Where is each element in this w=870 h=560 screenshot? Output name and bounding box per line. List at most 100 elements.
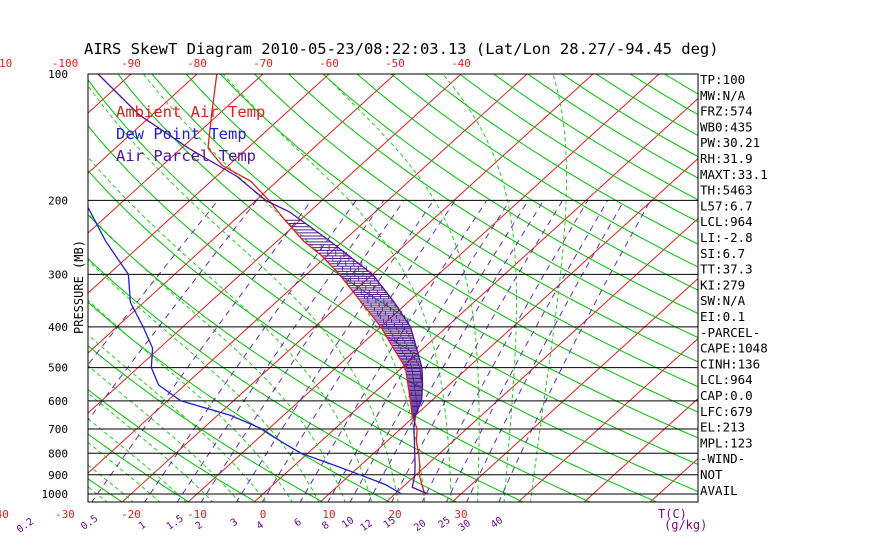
mixing-ratio-label: 3 [229,517,240,529]
index-entry: LCL:964 [700,372,753,387]
moist-adiabat-line [88,84,399,502]
isotherm-line [88,74,462,414]
bottom-temp-tick-label: -30 [55,508,75,521]
moist-adiabat-line [88,299,293,502]
top-temp-tick-label: -70 [253,57,273,70]
top-temperature-axis: -120-110-100-90-80-70-60-50-40 [0,57,471,70]
dry-adiabat-line [390,74,698,268]
dry-adiabat-line [88,78,698,492]
dry-adiabat-line [88,433,190,502]
dry-adiabat-line [356,74,698,291]
bottom-temp-tick-label: 30 [454,508,467,521]
top-temp-tick-label: -60 [319,57,339,70]
legend-entry: Air Parcel Temp [116,147,256,165]
index-entry: FRZ:574 [700,104,753,119]
dry-adiabat-line [322,74,698,315]
index-entry: TH:5463 [700,183,753,198]
dry-adiabat-line [88,257,458,502]
index-entry: -PARCEL- [700,325,760,340]
bottom-temp-tick-label: -10 [187,508,207,521]
isotherm-line [319,157,698,502]
index-entry: MW:N/A [700,88,746,103]
pressure-tick-label: 200 [48,194,68,207]
top-temp-tick-label: -110 [0,57,12,70]
moist-adiabat-line [143,74,426,502]
plot-frame [87,73,699,503]
dry-adiabat-line [117,74,698,465]
legend-entry: Dew Point Temp [116,125,247,143]
pressure-tick-label: 400 [48,321,68,334]
index-entry: EI:0.1 [700,309,745,324]
moist-adiabat-line [323,74,480,502]
index-entry: L57:6.7 [700,198,753,213]
index-entry: MAXT:33.1 [700,167,768,182]
index-entry: EL:213 [700,420,745,435]
dry-adiabat-line [288,74,698,339]
isotherm-line [121,74,594,502]
isotherm-line [583,397,698,502]
sounding-series [88,74,429,495]
bottom-temp-tick-label: -40 [0,508,9,521]
isotherm-lines [88,74,698,502]
index-entry: TP:100 [700,72,745,87]
index-entry: KI:279 [700,277,745,292]
mixing-ratio-label: 6 [293,517,304,529]
isotherm-line [451,277,698,502]
dry-adiabat-line [185,74,698,413]
moist-adiabat-lines [88,74,568,502]
moist-adiabat-line [88,156,373,502]
legend-entry: Ambient Air Temp [116,103,265,121]
pressure-tick-label: 500 [48,362,68,375]
index-entry: NOT [700,467,723,482]
parcel-line [97,74,429,495]
moist-adiabat-line [88,417,188,502]
pressure-tick-label: 1000 [42,488,69,501]
moist-adiabat-line [88,392,214,502]
dewpoint-line [88,206,402,495]
legend: Ambient Air Temp Dew Point Temp Air Parcel… [116,103,265,165]
index-entry: WB0:435 [700,119,753,134]
pressure-axis: 100 200 300 400 500 600 700 800 900 1000 [42,68,69,501]
ambient-line [207,74,426,495]
index-entry: SW:N/A [700,293,746,308]
mixing-ratio-label: 8 [320,520,331,532]
stability-indices: TP:100MW:N/AFRZ:574WB0:435PW:30.21RH:31.… [700,72,768,498]
index-entry: RH:31.9 [700,151,753,166]
dry-adiabat-line [88,125,659,502]
isotherm-line [88,74,198,174]
isotherm-line [88,74,330,294]
pressure-tick-label: 300 [48,268,68,281]
chart-title: AIRS SkewT Diagram 2010-05-23/08:22:03.1… [84,40,719,58]
isotherm-line [385,217,698,502]
mixing-ratio-label: 2 [194,520,205,532]
dry-adiabat-line [151,74,698,439]
top-temp-tick-label: -80 [187,57,207,70]
bottom-temp-tick-label: 0 [260,508,267,521]
mixing-ratio-label: 4 [255,520,266,532]
index-entry: CAP:0.0 [700,388,753,403]
moist-adiabat-line [442,74,517,502]
pressure-tick-label: 100 [48,68,68,81]
cape-hatch [285,219,423,422]
index-entry: MPL:123 [700,435,753,450]
bottom-temp-tick-label: -20 [121,508,141,521]
top-temp-tick-label: -40 [451,57,471,70]
index-entry: SI:6.7 [700,246,745,261]
top-temp-tick-label: -50 [385,57,405,70]
dry-adiabat-line [88,345,324,502]
index-entry: AVAIL [700,483,738,498]
moist-adiabat-line [529,74,568,502]
mixing-ratio-label: 1 [137,520,148,532]
index-entry: PW:30.21 [700,135,760,150]
dry-adiabat-line [88,301,391,502]
dry-adiabat-line [88,388,257,502]
index-entry: -WIND- [700,451,745,466]
moist-adiabat-line [88,212,346,502]
bottom-temp-tick-label: 20 [388,508,401,521]
y-axis-label: PRESSURE (MB) [72,240,86,334]
moist-adiabat-line [222,74,452,502]
isotherm-line [88,74,396,354]
dry-adiabat-line [220,74,698,388]
